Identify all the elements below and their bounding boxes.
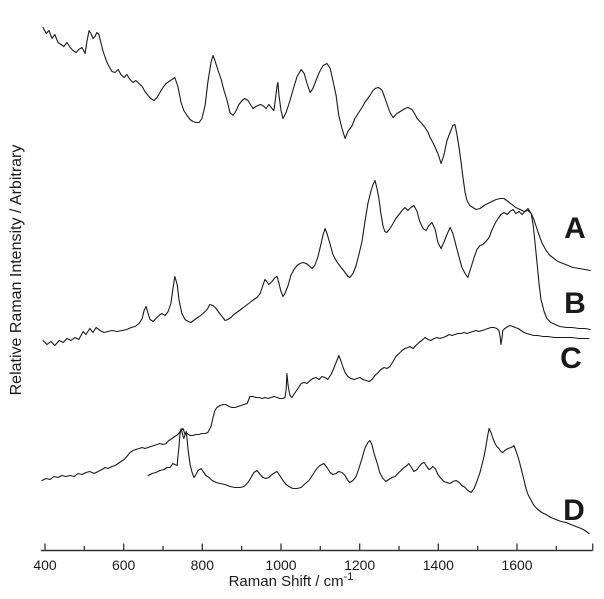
trace-label-B: B: [564, 287, 586, 320]
x-tick-label-600: 600: [112, 557, 136, 573]
x-axis-title-superscript: -1: [344, 571, 354, 583]
x-tick-label-800: 800: [191, 557, 215, 573]
trace-label-D: D: [563, 494, 585, 527]
trace-tags-layer: A BC D: [560, 212, 586, 527]
trace-label-C: C: [560, 342, 582, 375]
x-tick-label-1400: 1400: [423, 557, 454, 573]
x-axis-title-main: Raman Shift / cm: [229, 573, 344, 590]
x-tick-label-1600: 1600: [501, 557, 532, 573]
x-tick-label-400: 400: [33, 557, 57, 573]
y-axis-title: Relative Raman Intensity / Arbitrary: [8, 145, 25, 396]
x-tick-label-1200: 1200: [344, 557, 375, 573]
spectrum-curve-C: [41, 324, 590, 482]
spectrum-curve-B: [42, 179, 591, 347]
spectrum-curve-A: [42, 26, 591, 272]
trace-label-A: A: [564, 212, 586, 245]
x-axis-title: Raman Shift / cm-1: [229, 571, 354, 590]
x-tick-label-1000: 1000: [265, 557, 296, 573]
spectra-curves-layer: [41, 26, 591, 535]
x-axis-layer: 400 600 800 1000 1200 1400 1600: [33, 543, 594, 573]
spectrum-curve-D: [147, 427, 590, 535]
